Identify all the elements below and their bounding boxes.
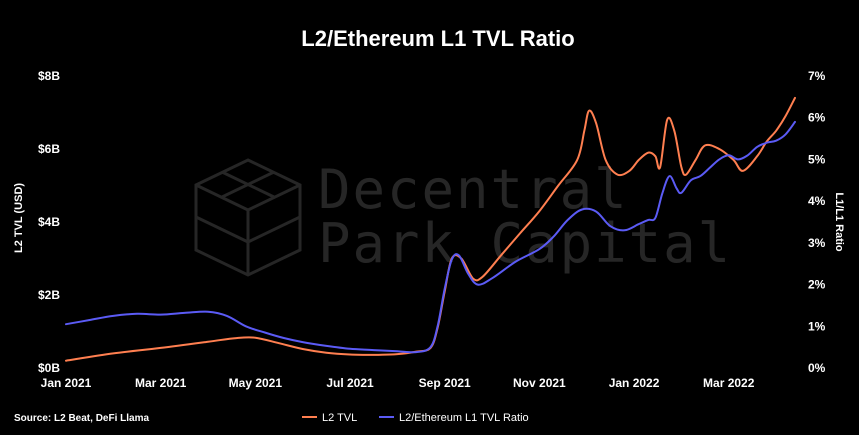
y-right-ticks: 0% 1% 2% 3% 4% 5% 6% 7%	[808, 69, 826, 375]
y-right-tick-label: 3%	[808, 236, 826, 250]
y-right-tick-label: 5%	[808, 152, 826, 166]
y-left-axis-label: L2 TVL (USD)	[13, 183, 25, 253]
x-tick-label: Nov 2021	[513, 376, 566, 390]
legend-item-ratio: L2/Ethereum L1 TVL Ratio	[379, 412, 529, 424]
watermark-logo-icon	[194, 158, 302, 277]
legend-item-l2-tvl: L2 TVL	[302, 412, 357, 424]
legend-label-l2-tvl: L2 TVL	[322, 412, 357, 424]
legend: L2 TVL L2/Ethereum L1 TVL Ratio	[302, 412, 529, 424]
y-right-axis-label: L1/L1 Ratio	[833, 192, 845, 252]
y-right-tick-label: 1%	[808, 319, 826, 333]
y-left-tick-label: $0B	[38, 361, 60, 375]
y-left-tick-label: $6B	[38, 142, 60, 156]
y-left-tick-label: $4B	[38, 215, 60, 229]
x-tick-label: Sep 2021	[419, 376, 471, 390]
watermark-line-1: Decentral	[318, 158, 629, 221]
series-line-ratio	[65, 120, 796, 354]
x-tick-label: Jan 2021	[41, 376, 92, 390]
chart-title: L2/Ethereum L1 TVL Ratio	[301, 26, 574, 51]
series-line-l2-tvl	[65, 96, 796, 362]
y-right-tick-label: 7%	[808, 69, 826, 83]
x-tick-label: Jan 2022	[609, 376, 660, 390]
source-note: Source: L2 Beat, DeFi Llama	[14, 413, 149, 424]
x-tick-label: Jul 2021	[326, 376, 374, 390]
x-tick-label: Mar 2021	[135, 376, 187, 390]
y-right-tick-label: 4%	[808, 194, 826, 208]
y-left-ticks: $0B $2B $4B $6B $8B	[38, 69, 60, 375]
y-right-tick-label: 2%	[808, 278, 826, 292]
y-left-tick-label: $2B	[38, 288, 60, 302]
watermark: Decentral Park Capital	[194, 158, 732, 277]
x-ticks: Jan 2021 Mar 2021 May 2021 Jul 2021 Sep 2021…	[41, 376, 755, 390]
y-left-tick-label: $8B	[38, 69, 60, 83]
series-lines	[65, 96, 796, 362]
y-right-tick-label: 0%	[808, 361, 826, 375]
watermark-line-2: Park Capital	[318, 212, 732, 275]
x-tick-label: May 2021	[229, 376, 283, 390]
x-tick-label: Mar 2022	[703, 376, 755, 390]
legend-label-ratio: L2/Ethereum L1 TVL Ratio	[399, 412, 529, 424]
y-right-tick-label: 6%	[808, 111, 826, 125]
